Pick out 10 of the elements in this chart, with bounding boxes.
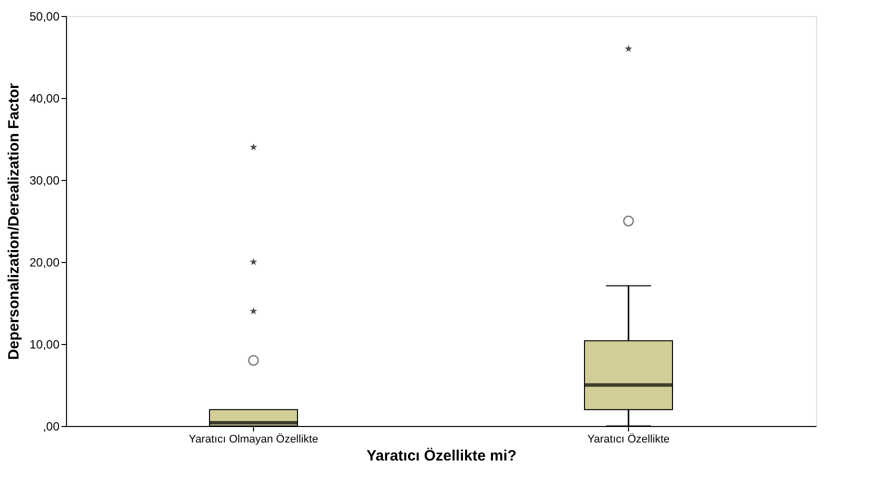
x-tick-label: Yaratıcı Özellikte (587, 432, 670, 446)
y-tick-label: 30,00 (29, 174, 60, 188)
y-tick-label: 40,00 (29, 92, 60, 106)
y-tick-label: 50,00 (29, 10, 60, 24)
x-axis-title: Yaratıcı Özellikte mi? (366, 448, 517, 464)
y-tick-label: 20,00 (29, 256, 60, 270)
y-tick-label: ,00 (42, 420, 60, 434)
x-tick-label: Yaratıcı Olmayan Özellikte (188, 432, 318, 446)
y-axis-title: Depersonalization/Derealization Factor (5, 82, 22, 360)
y-tick-label: 10,00 (29, 338, 60, 352)
